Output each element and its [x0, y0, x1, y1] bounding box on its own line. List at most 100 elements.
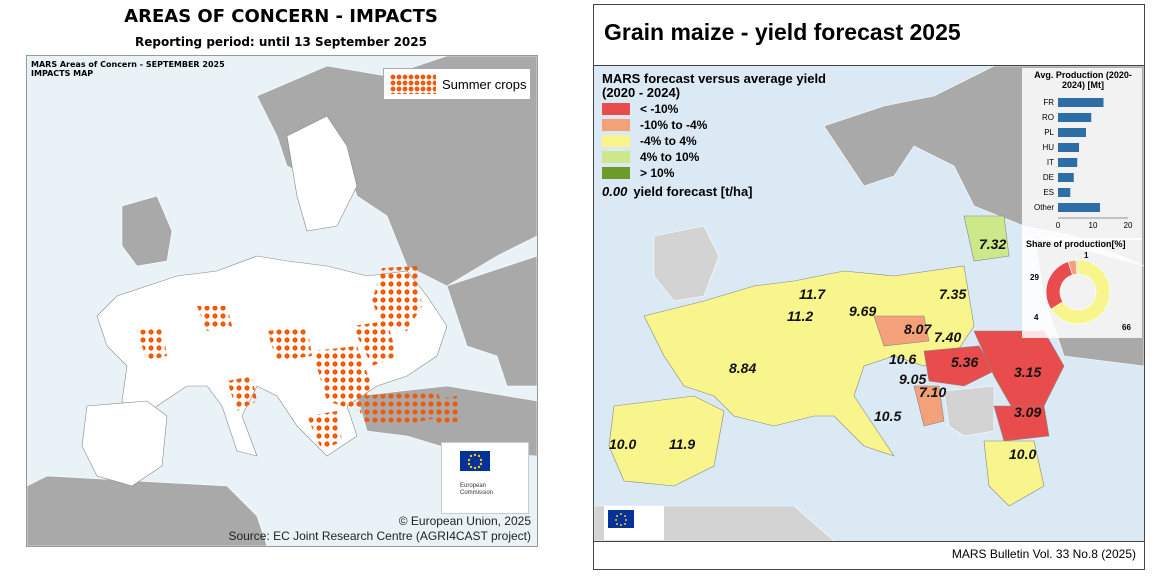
legend-swatch — [602, 134, 630, 147]
source: Source: EC Joint Research Centre (AGRI4C… — [228, 529, 531, 543]
north-africa-land — [27, 475, 268, 546]
region-west-central-eu — [643, 265, 975, 457]
europe-map-left — [27, 56, 537, 546]
region-iberia — [608, 395, 725, 487]
yield-forecast-map: MARS forecast versus average yield (2020… — [594, 66, 1144, 541]
yield-value-label: 7.35 — [939, 286, 967, 302]
region-hungary — [923, 345, 995, 387]
yield-value-label: 10.0 — [609, 436, 637, 452]
eu-flag-icon: European Commission — [460, 451, 493, 496]
bar-category-label: RO — [1042, 113, 1054, 122]
summer-crops-swatch — [390, 74, 436, 94]
ec-logo-right — [604, 506, 664, 540]
bar-x-tick-label: 0 — [1056, 221, 1061, 230]
areas-of-concern-map: MARS Areas of Concern - SEPTEMBER 2025 I… — [26, 55, 538, 547]
hatch-romania-serbia — [312, 346, 372, 411]
yield-value-label: 9.05 — [899, 371, 927, 387]
bar-category-label: IT — [1047, 158, 1054, 167]
bar-category-label: Other — [1034, 203, 1054, 212]
yield-value-label: 7.10 — [919, 384, 947, 400]
right-title: Grain maize - yield forecast 2025 — [604, 19, 961, 45]
pie-chart-title: Share of production[%] — [1026, 239, 1126, 249]
legend-swatch — [602, 102, 630, 115]
region-croatia — [913, 385, 945, 427]
bar-category-label: PL — [1044, 128, 1054, 137]
uk-land — [121, 195, 173, 267]
yield-value-label: 5.36 — [951, 354, 979, 370]
yield-value-label: 11.9 — [669, 436, 696, 452]
yield-value-label: 10.6 — [889, 351, 917, 367]
hatch-hungary — [267, 326, 312, 361]
iberia — [81, 400, 168, 487]
donut-slice-label: 66 — [1122, 323, 1131, 332]
legend-title-1: MARS forecast versus average yield — [602, 71, 826, 86]
donut-slice — [1045, 261, 1073, 310]
donut-slice-label: 29 — [1030, 273, 1039, 282]
scandinavia-eu — [286, 115, 358, 232]
right-uk — [653, 225, 720, 302]
bulletin-footer: MARS Bulletin Vol. 33 No.8 (2025) — [951, 547, 1136, 561]
yield-sample-value: 0.00 — [602, 184, 628, 199]
legend-label: -10% to -4% — [640, 117, 708, 132]
yield-forecast-key: 0.00 yield forecast [t/ha] — [602, 184, 887, 199]
production-bar — [1058, 143, 1079, 152]
hatch-bulgaria-greece — [357, 391, 447, 426]
map-inner-title: MARS Areas of Concern - SEPTEMBER 2025 I… — [31, 60, 225, 78]
donut-slice — [1075, 259, 1079, 275]
left-legend: Summer crops — [383, 68, 531, 100]
region-austria-czech — [873, 315, 930, 347]
yield-value-label: 11.2 — [787, 308, 814, 324]
yield-value-label: 8.84 — [729, 360, 757, 376]
yield-value-label: 3.09 — [1014, 404, 1042, 420]
legend-row: < -10% — [602, 101, 887, 116]
left-map-title: AREAS OF CONCERN - IMPACTS — [124, 6, 438, 27]
hatch-greece — [307, 411, 342, 451]
legend-label: -4% to 4% — [640, 133, 697, 148]
yield-value-label: 10.0 — [1009, 446, 1037, 462]
donut-slice-label: 4 — [1034, 313, 1039, 322]
map-inner-title-line2: IMPACTS MAP — [31, 69, 94, 78]
title-divider — [594, 65, 1144, 66]
yield-value-label: 11.7 — [799, 286, 826, 302]
yield-forecast-panel: Grain maize - yield forecast 2025 MARS f… — [593, 4, 1145, 570]
yield-key-label: yield forecast [t/ha] — [633, 184, 753, 199]
production-bar — [1058, 158, 1078, 167]
production-bar — [1058, 203, 1100, 212]
bar-category-label: HU — [1042, 143, 1054, 152]
hatch-france-north — [197, 306, 232, 331]
production-bar — [1058, 113, 1092, 122]
left-credit: © European Union, 2025 Source: EC Joint … — [228, 514, 531, 544]
summer-crops-label: Summer crops — [442, 76, 527, 92]
right-serbia — [943, 385, 995, 437]
hatch-italy — [227, 376, 257, 411]
region-bulgaria — [993, 405, 1050, 442]
logo-text-european: European — [460, 483, 486, 489]
hatch-romania-north — [352, 321, 397, 366]
bar-category-label: FR — [1043, 98, 1054, 107]
legend-row: -10% to -4% — [602, 117, 887, 132]
share-production-donut-chart: 66 29 4 1 — [1030, 251, 1131, 332]
donut-slice — [1050, 259, 1111, 325]
eastern-nonEU-land — [446, 255, 537, 387]
bar-category-label: DE — [1043, 173, 1054, 182]
legend-label: 4% to 10% — [640, 149, 700, 164]
legend-title-2: (2020 - 2024) — [602, 85, 681, 100]
hatch-turkey-west — [427, 396, 459, 426]
yield-value-label: 8.07 — [904, 321, 932, 337]
legend-row: -4% to 4% — [602, 133, 887, 148]
legend-label: > 10% — [640, 165, 675, 180]
production-bar — [1058, 188, 1071, 197]
legend-label: < -10% — [640, 101, 679, 116]
region-lithuania — [963, 215, 1010, 262]
eu-flag-icon-right — [608, 510, 634, 528]
yield-value-label: 3.15 — [1014, 364, 1042, 380]
hatch-ukraine-ro-border — [372, 266, 422, 331]
bar-category-label: ES — [1043, 188, 1054, 197]
copyright: © European Union, 2025 — [398, 514, 531, 528]
legend-row: > 10% — [602, 165, 887, 180]
production-bar — [1058, 173, 1074, 182]
yield-value-label: 7.40 — [934, 329, 962, 345]
hatch-france-west — [137, 326, 167, 361]
bar-x-tick-label: 10 — [1089, 221, 1098, 230]
